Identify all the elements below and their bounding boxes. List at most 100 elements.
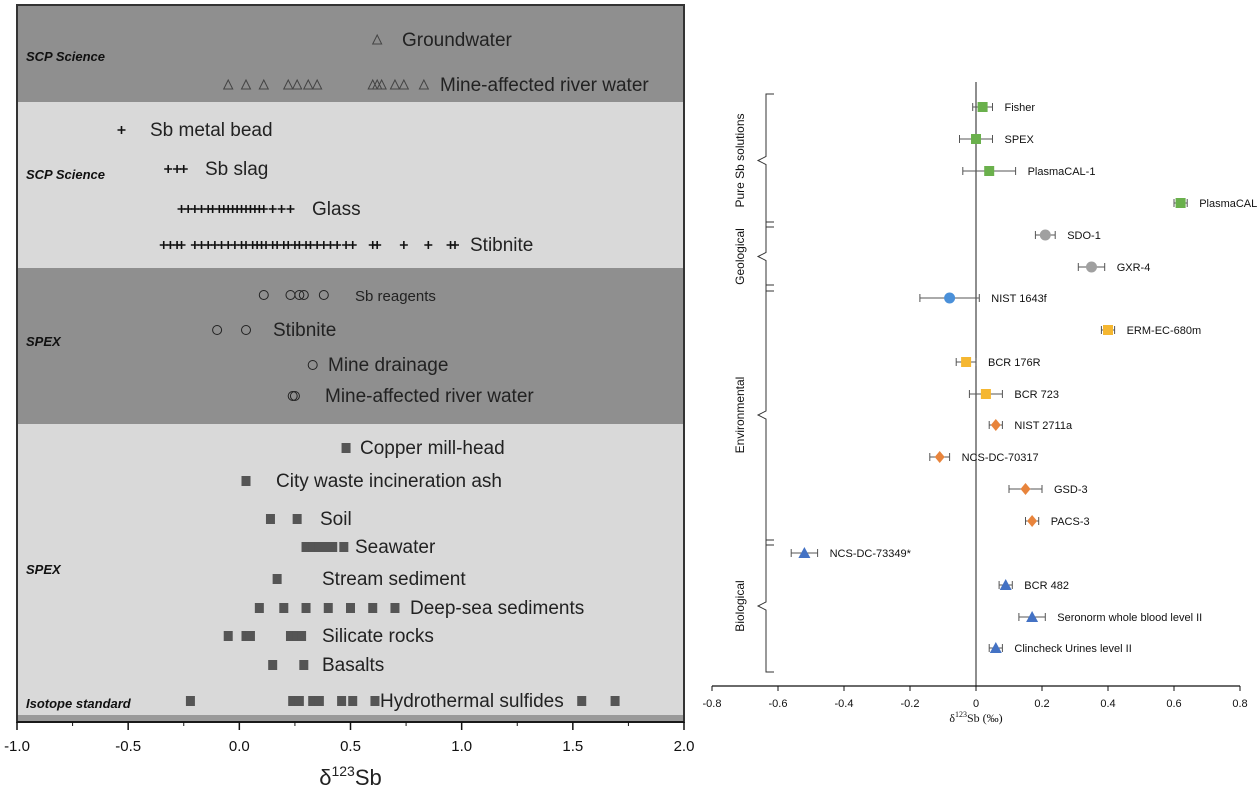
- diamond-marker: [1027, 515, 1038, 527]
- x-tick-label: 1.5: [562, 738, 583, 755]
- point-label: PACS-3: [1051, 516, 1090, 528]
- series-label: Stream sediment: [322, 569, 466, 590]
- series-label: Stibnite: [470, 235, 533, 256]
- square-marker: [339, 542, 349, 552]
- plus-marker: [210, 241, 219, 249]
- group-label: Geological: [733, 228, 747, 285]
- triangle-marker: [240, 78, 252, 90]
- plus-marker: [399, 241, 408, 249]
- series: Copper mill-head: [341, 438, 505, 459]
- point-label: NIST 2711a: [1014, 420, 1073, 432]
- square-marker: [971, 134, 981, 144]
- plus-marker: [348, 241, 357, 249]
- series-label: Silicate rocks: [322, 626, 434, 647]
- square-marker: [279, 603, 289, 613]
- plus-marker: [190, 241, 199, 249]
- square-marker: [297, 631, 307, 641]
- x-tick-label: -0.8: [703, 698, 722, 710]
- square-marker: [254, 603, 264, 613]
- x-tick-label: 0.5: [340, 738, 361, 755]
- plus-marker: [295, 241, 304, 249]
- series-label: Mine drainage: [328, 355, 448, 376]
- plus-marker: [117, 126, 126, 134]
- plus-marker: [242, 241, 251, 249]
- series: Mine-affected river water: [222, 75, 649, 96]
- point-label: Seronorm whole blood level II: [1057, 612, 1202, 624]
- series-label: Copper mill-head: [360, 438, 505, 459]
- section-band: [17, 424, 684, 682]
- data-point: NCS-DC-73349*: [790, 547, 912, 560]
- plus-marker: [342, 241, 351, 249]
- x-tick-label: 0: [973, 698, 979, 710]
- data-point: GXR-4: [1077, 261, 1150, 274]
- group-brace: [756, 93, 774, 228]
- series-label: Mine-affected river water: [325, 386, 534, 407]
- plus-marker: [230, 241, 239, 249]
- group-brace: [756, 284, 774, 546]
- circle-marker: [294, 290, 305, 300]
- square-marker: [265, 514, 275, 524]
- square-marker: [390, 603, 400, 613]
- square-marker: [314, 696, 324, 706]
- circle-marker: [298, 290, 309, 300]
- square-marker: [348, 696, 358, 706]
- square-marker: [368, 603, 378, 613]
- plus-marker: [273, 241, 282, 249]
- circle-marker: [1039, 229, 1051, 241]
- triangle-marker: [291, 78, 303, 90]
- group-brace: [756, 221, 774, 292]
- square-marker: [984, 166, 995, 176]
- data-point: NIST 2711a: [988, 419, 1073, 432]
- square-marker: [245, 631, 255, 641]
- left-chart: SCP Science SCP Science SPEX SPEX Isotope st…: [4, 4, 694, 790]
- triangle-marker: [398, 78, 410, 90]
- triangle-marker: [389, 78, 401, 90]
- series-label: City waste incineration ash: [276, 471, 502, 492]
- square-marker: [268, 660, 278, 670]
- triangle-marker: [282, 78, 294, 90]
- source-label: SCP Science: [26, 49, 105, 64]
- plus-marker: [184, 205, 193, 213]
- series: City waste incineration ash: [241, 471, 502, 492]
- series: Basalts: [268, 655, 384, 676]
- plus-marker: [306, 241, 315, 249]
- triangle-marker: [258, 78, 270, 90]
- x-tick-label: -1.0: [4, 738, 30, 755]
- plus-marker: [286, 205, 295, 213]
- plus-marker: [319, 241, 328, 249]
- x-axis-label: δ123Sb: [319, 763, 382, 790]
- square-marker: [321, 542, 331, 552]
- series: Hydrothermal sulfides: [185, 691, 620, 712]
- series: Stibnite: [159, 235, 533, 256]
- series-label: Sb slag: [205, 159, 268, 180]
- series: Silicate rocks: [223, 626, 434, 647]
- diamond-marker: [934, 451, 945, 463]
- plus-marker: [173, 165, 182, 173]
- square-marker: [285, 631, 295, 641]
- series: Glass: [177, 199, 361, 220]
- x-tick-label: 0.8: [1232, 698, 1247, 710]
- series: Stibnite: [212, 320, 336, 341]
- circle-marker: [1086, 261, 1097, 273]
- square-marker: [961, 357, 972, 367]
- circle-marker: [212, 325, 223, 335]
- square-marker: [301, 542, 311, 552]
- series-label: Deep-sea sediments: [410, 598, 584, 619]
- circle-marker: [241, 325, 252, 335]
- triangle-marker: [371, 33, 383, 45]
- plus-marker: [159, 241, 168, 249]
- series: Mine drainage: [307, 355, 448, 376]
- point-label: BCR 176R: [988, 357, 1041, 369]
- plus-marker: [217, 241, 226, 249]
- triangle-marker: [222, 78, 234, 90]
- point-label: SPEX: [1005, 134, 1035, 146]
- square-marker: [223, 631, 233, 641]
- triangle-marker: [376, 78, 387, 90]
- series-label: Basalts: [322, 655, 384, 676]
- x-tick-label: -0.6: [769, 698, 788, 710]
- square-marker: [370, 696, 380, 706]
- point-label: NIST 1643f: [991, 293, 1047, 305]
- plus-marker: [197, 205, 206, 213]
- data-point: SPEX: [959, 134, 1035, 146]
